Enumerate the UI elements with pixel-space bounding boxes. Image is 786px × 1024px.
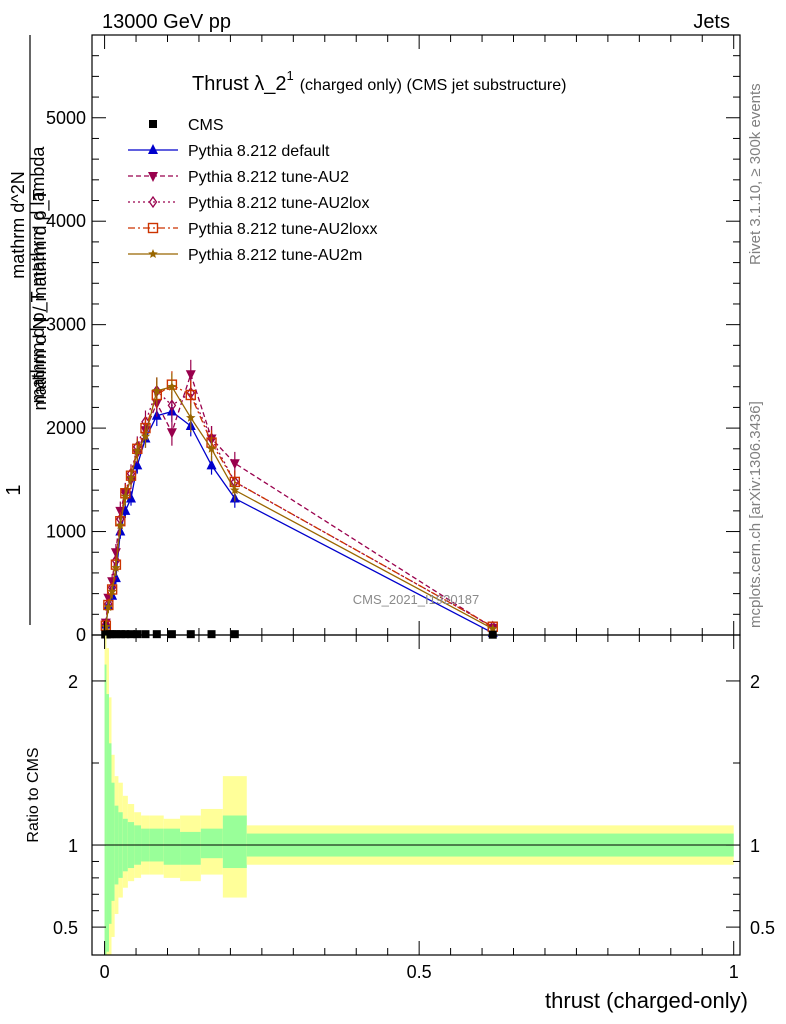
series-point <box>120 491 131 501</box>
ratio-tick-label: 1 <box>68 836 78 856</box>
cms-point <box>116 630 125 639</box>
ratio-tick-label-right: 1 <box>750 836 760 856</box>
series-point <box>126 472 136 482</box>
series-point <box>132 459 143 470</box>
header-right: Jets <box>693 11 730 33</box>
series-point <box>101 621 111 631</box>
legend-entry-3: Pythia 8.212 tune-AU2lox <box>128 195 369 212</box>
legend-entry-5: Pythia 8.212 tune-AU2m <box>128 247 362 264</box>
series-point <box>166 428 177 439</box>
ratio-band <box>104 635 734 955</box>
ratio-band-green <box>180 831 201 865</box>
legend-label: CMS <box>188 117 224 134</box>
ratio-band-green <box>108 743 112 924</box>
y-label-dpt-dlambda: mathrm d p_T mathrm d lambda <box>28 146 49 404</box>
series-line-1 <box>105 372 494 629</box>
series-point <box>140 431 151 441</box>
series-point <box>167 381 177 391</box>
legend-entry-4: Pythia 8.212 tune-AU2loxx <box>128 221 377 238</box>
series-point <box>126 492 137 503</box>
y-label-numerator-one: 1 <box>3 484 25 495</box>
ratio-band-green <box>104 664 107 955</box>
legend-marker <box>147 222 159 234</box>
cms-point <box>112 630 121 639</box>
legend-entry-2: Pythia 8.212 tune-AU2 <box>128 169 349 186</box>
series-point <box>132 445 143 455</box>
cms-point <box>127 630 136 639</box>
ratio-ticks: 0.5 0.5 1 1 2 2 <box>53 672 775 938</box>
series-point <box>111 562 121 572</box>
legend-marker <box>149 120 157 128</box>
ratio-tick-label-right: 2 <box>750 672 760 692</box>
mcplots-credit: mcplots.cern.ch [arXiv:1306.3436] <box>747 401 764 628</box>
legend-marker <box>148 172 158 182</box>
series-point <box>103 602 114 612</box>
x-tick-label: 1 <box>729 962 739 982</box>
legend: CMS Pythia 8.212 default Pythia 8.212 tune… <box>128 117 377 264</box>
y-tick-label: 1000 <box>46 522 86 542</box>
analysis-watermark: CMS_2021_I1920187 <box>353 592 480 607</box>
ratio-band-green <box>111 782 115 901</box>
ratio-band-green <box>163 828 181 865</box>
y-tick-label: 0 <box>76 625 86 645</box>
cms-point <box>121 630 130 639</box>
main-ticks: 0 1000 2000 3000 4000 5000 <box>46 35 740 645</box>
legend-marker <box>148 144 158 154</box>
series-point <box>107 586 117 596</box>
chart-title: Thrust λ_21(charged only) (CMS jet subst… <box>192 68 566 95</box>
legend-label: Pythia 8.212 tune-AU2loxx <box>188 221 377 238</box>
y-tick-label: 4000 <box>46 211 86 231</box>
y-tick-label: 2000 <box>46 418 86 438</box>
ratio-band-green <box>222 815 247 869</box>
ratio-band-green <box>106 694 109 952</box>
series-point <box>206 443 217 453</box>
cms-point <box>141 630 150 639</box>
cms-point <box>207 630 216 639</box>
cms-point <box>152 630 161 639</box>
y-axis-title: 1 mathrm d N / mathrm d p_T mathrm d^2N … <box>3 35 51 625</box>
x-axis-title: thrust (charged-only) <box>545 988 748 1013</box>
y-tick-label: 3000 <box>46 315 86 335</box>
legend-marker <box>148 195 158 209</box>
series-point <box>152 385 162 395</box>
ratio-tick-label: 2 <box>68 672 78 692</box>
series-point <box>115 520 126 530</box>
y-tick-label: 5000 <box>46 108 86 128</box>
main-series-layer <box>100 359 498 637</box>
ratio-frame <box>91 634 741 956</box>
series-point <box>186 412 196 422</box>
ratio-y-title: Ratio to CMS <box>25 747 42 842</box>
series-point <box>229 459 240 470</box>
rivet-version: Rivet 3.1.10, ≥ 300k events <box>747 83 764 265</box>
series-point <box>206 459 217 470</box>
series-point <box>230 485 240 495</box>
cms-point <box>133 630 142 639</box>
cms-point <box>230 630 239 639</box>
legend-label: Pythia 8.212 default <box>188 143 330 160</box>
ratio-tick-label-right: 0.5 <box>750 918 775 938</box>
legend-label: Pythia 8.212 tune-AU2lox <box>188 195 369 212</box>
legend-entry-0: CMS <box>149 117 224 134</box>
x-tick-label: 0.5 <box>407 962 432 982</box>
y-label-d2n: mathrm d^2N <box>8 171 28 278</box>
x-tick-label: 0 <box>100 962 110 982</box>
legend-label: Pythia 8.212 tune-AU2 <box>188 169 349 186</box>
x-ticks: 0 0.5 1 <box>100 635 739 982</box>
cms-point <box>186 630 195 639</box>
y-label-denominator: mathrm d N / mathrm d p_T <box>30 189 51 410</box>
ratio-band-green <box>200 828 223 859</box>
legend-label: Pythia 8.212 tune-AU2m <box>188 247 362 264</box>
ratio-tick-label: 0.5 <box>53 918 78 938</box>
cms-point <box>167 630 176 639</box>
series-point <box>185 370 196 381</box>
series-point <box>185 389 196 401</box>
series-point <box>167 399 177 412</box>
legend-entry-1: Pythia 8.212 default <box>128 143 330 160</box>
legend-marker <box>148 249 158 258</box>
header-left: 13000 GeV pp <box>102 11 231 33</box>
series-point <box>488 623 498 633</box>
